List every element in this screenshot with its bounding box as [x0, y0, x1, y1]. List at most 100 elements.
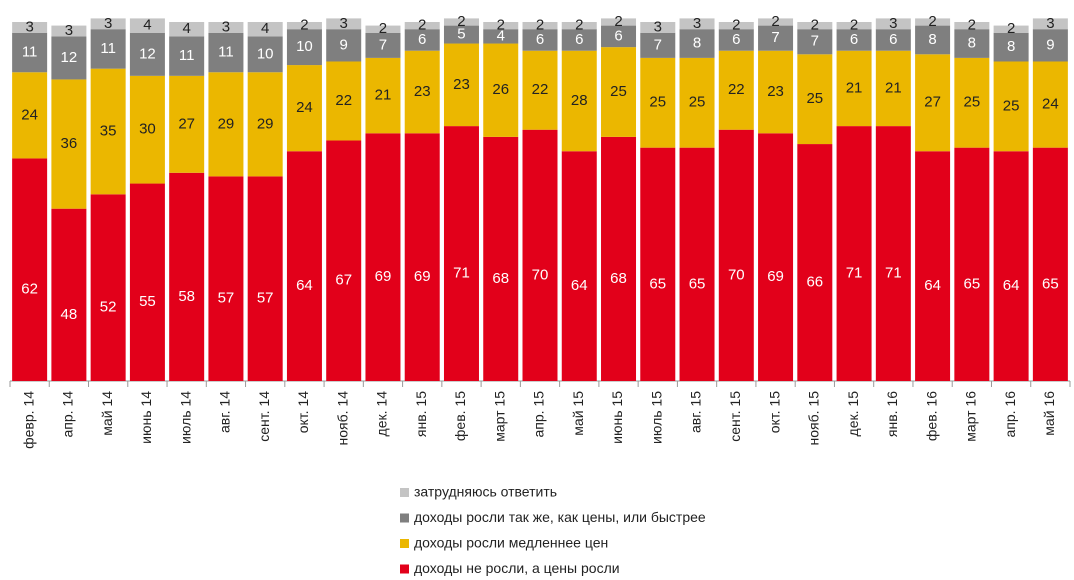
bar-segment: [365, 25, 401, 33]
data-label: 29: [218, 115, 235, 132]
bar-segment: [129, 75, 165, 184]
data-label: 58: [178, 288, 195, 305]
data-label: 2: [536, 17, 544, 34]
bar-segment: [561, 22, 597, 30]
bar-segment: [12, 72, 48, 159]
x-tick-label: окт. 14: [295, 391, 311, 433]
bar-segment: [286, 22, 322, 30]
data-label: 6: [732, 31, 740, 48]
bar-segment: [718, 29, 754, 51]
data-label: 12: [139, 45, 156, 62]
bar-segment: [836, 29, 872, 51]
x-tick-label: янв. 15: [413, 391, 429, 437]
data-label: 7: [654, 36, 662, 53]
bar-segment: [797, 54, 833, 145]
bar-segment: [797, 144, 833, 381]
data-label: 64: [571, 277, 588, 294]
bar-segment: [679, 18, 715, 30]
data-label: 3: [654, 18, 662, 35]
bar-segment: [679, 57, 715, 148]
data-label: 6: [889, 31, 897, 48]
x-tick-label: авг. 14: [217, 391, 233, 433]
x-tick-label: май 16: [1041, 391, 1057, 436]
data-label: 67: [335, 272, 352, 289]
legend-swatch: [400, 513, 409, 523]
data-label: 29: [257, 115, 274, 132]
data-label: 55: [139, 293, 156, 310]
data-label: 2: [811, 17, 819, 34]
x-tick-label: июнь 14: [138, 391, 154, 444]
data-label: 7: [811, 33, 819, 50]
bar-segment: [90, 194, 126, 381]
bar-segment: [404, 50, 440, 134]
data-label: 8: [693, 35, 701, 52]
data-label: 64: [1003, 277, 1020, 294]
data-label: 8: [1007, 38, 1015, 55]
data-label: 52: [100, 299, 117, 316]
legend-swatch: [400, 564, 409, 574]
data-label: 6: [614, 27, 622, 44]
bar-segment: [169, 22, 205, 37]
data-label: 3: [104, 15, 112, 32]
data-label: 11: [218, 43, 234, 60]
data-label: 3: [1046, 15, 1054, 32]
data-label: 4: [261, 20, 269, 37]
bar-segment: [954, 57, 990, 148]
data-label: 11: [179, 47, 195, 64]
bar-segment: [601, 18, 637, 26]
bar-segment: [954, 22, 990, 30]
data-label: 71: [885, 265, 902, 282]
bar-segment: [129, 32, 165, 76]
bar-segment: [208, 22, 244, 33]
data-label: 25: [610, 83, 627, 100]
data-label: 65: [1042, 275, 1059, 292]
bar-segment: [679, 147, 715, 381]
data-label: 36: [61, 135, 78, 152]
bar-segment: [836, 22, 872, 30]
bar-segment: [404, 133, 440, 381]
legend-label: доходы не росли, а цены росли: [414, 560, 620, 576]
data-label: 57: [257, 290, 274, 307]
x-tick-label: авг. 15: [688, 391, 704, 433]
data-label: 23: [767, 83, 784, 100]
bar-segment: [483, 136, 519, 381]
data-label: 22: [728, 81, 745, 98]
data-label: 6: [418, 31, 426, 48]
legend-swatch: [400, 539, 409, 548]
data-label: 2: [771, 13, 779, 30]
x-tick-label: апр. 14: [60, 391, 76, 438]
data-label: 2: [1007, 20, 1015, 37]
data-label: 3: [25, 18, 33, 35]
bar-segment: [1032, 18, 1068, 30]
x-tick-label: март 15: [491, 391, 507, 442]
bar-segment: [483, 29, 519, 44]
bar-segment: [954, 29, 990, 58]
bar-segment: [286, 29, 322, 66]
bar-segment: [443, 126, 479, 381]
bar-segment: [522, 129, 558, 381]
x-tick-label: окт. 15: [766, 391, 782, 433]
data-label: 25: [806, 90, 823, 107]
bar-segment: [12, 22, 48, 33]
bar-segment: [993, 61, 1029, 152]
data-label: 4: [497, 27, 505, 44]
bar-segment: [247, 72, 283, 177]
data-label: 64: [924, 277, 941, 294]
bar-segment: [169, 172, 205, 381]
data-label: 2: [968, 17, 976, 34]
data-label: 23: [453, 76, 470, 93]
data-label: 68: [610, 270, 627, 287]
bar-segment: [1032, 61, 1068, 148]
bar-segment: [404, 22, 440, 30]
bar-segment: [954, 147, 990, 381]
data-label: 66: [806, 273, 823, 290]
bar-segment: [836, 126, 872, 381]
bar-segment: [758, 133, 794, 381]
data-label: 48: [61, 306, 78, 323]
bar-segment: [797, 29, 833, 55]
x-tick-label: нояб. 15: [806, 391, 822, 446]
data-label: 27: [924, 94, 941, 111]
x-tick-label: март 16: [963, 391, 979, 442]
x-tick-label: фев. 16: [923, 391, 939, 441]
